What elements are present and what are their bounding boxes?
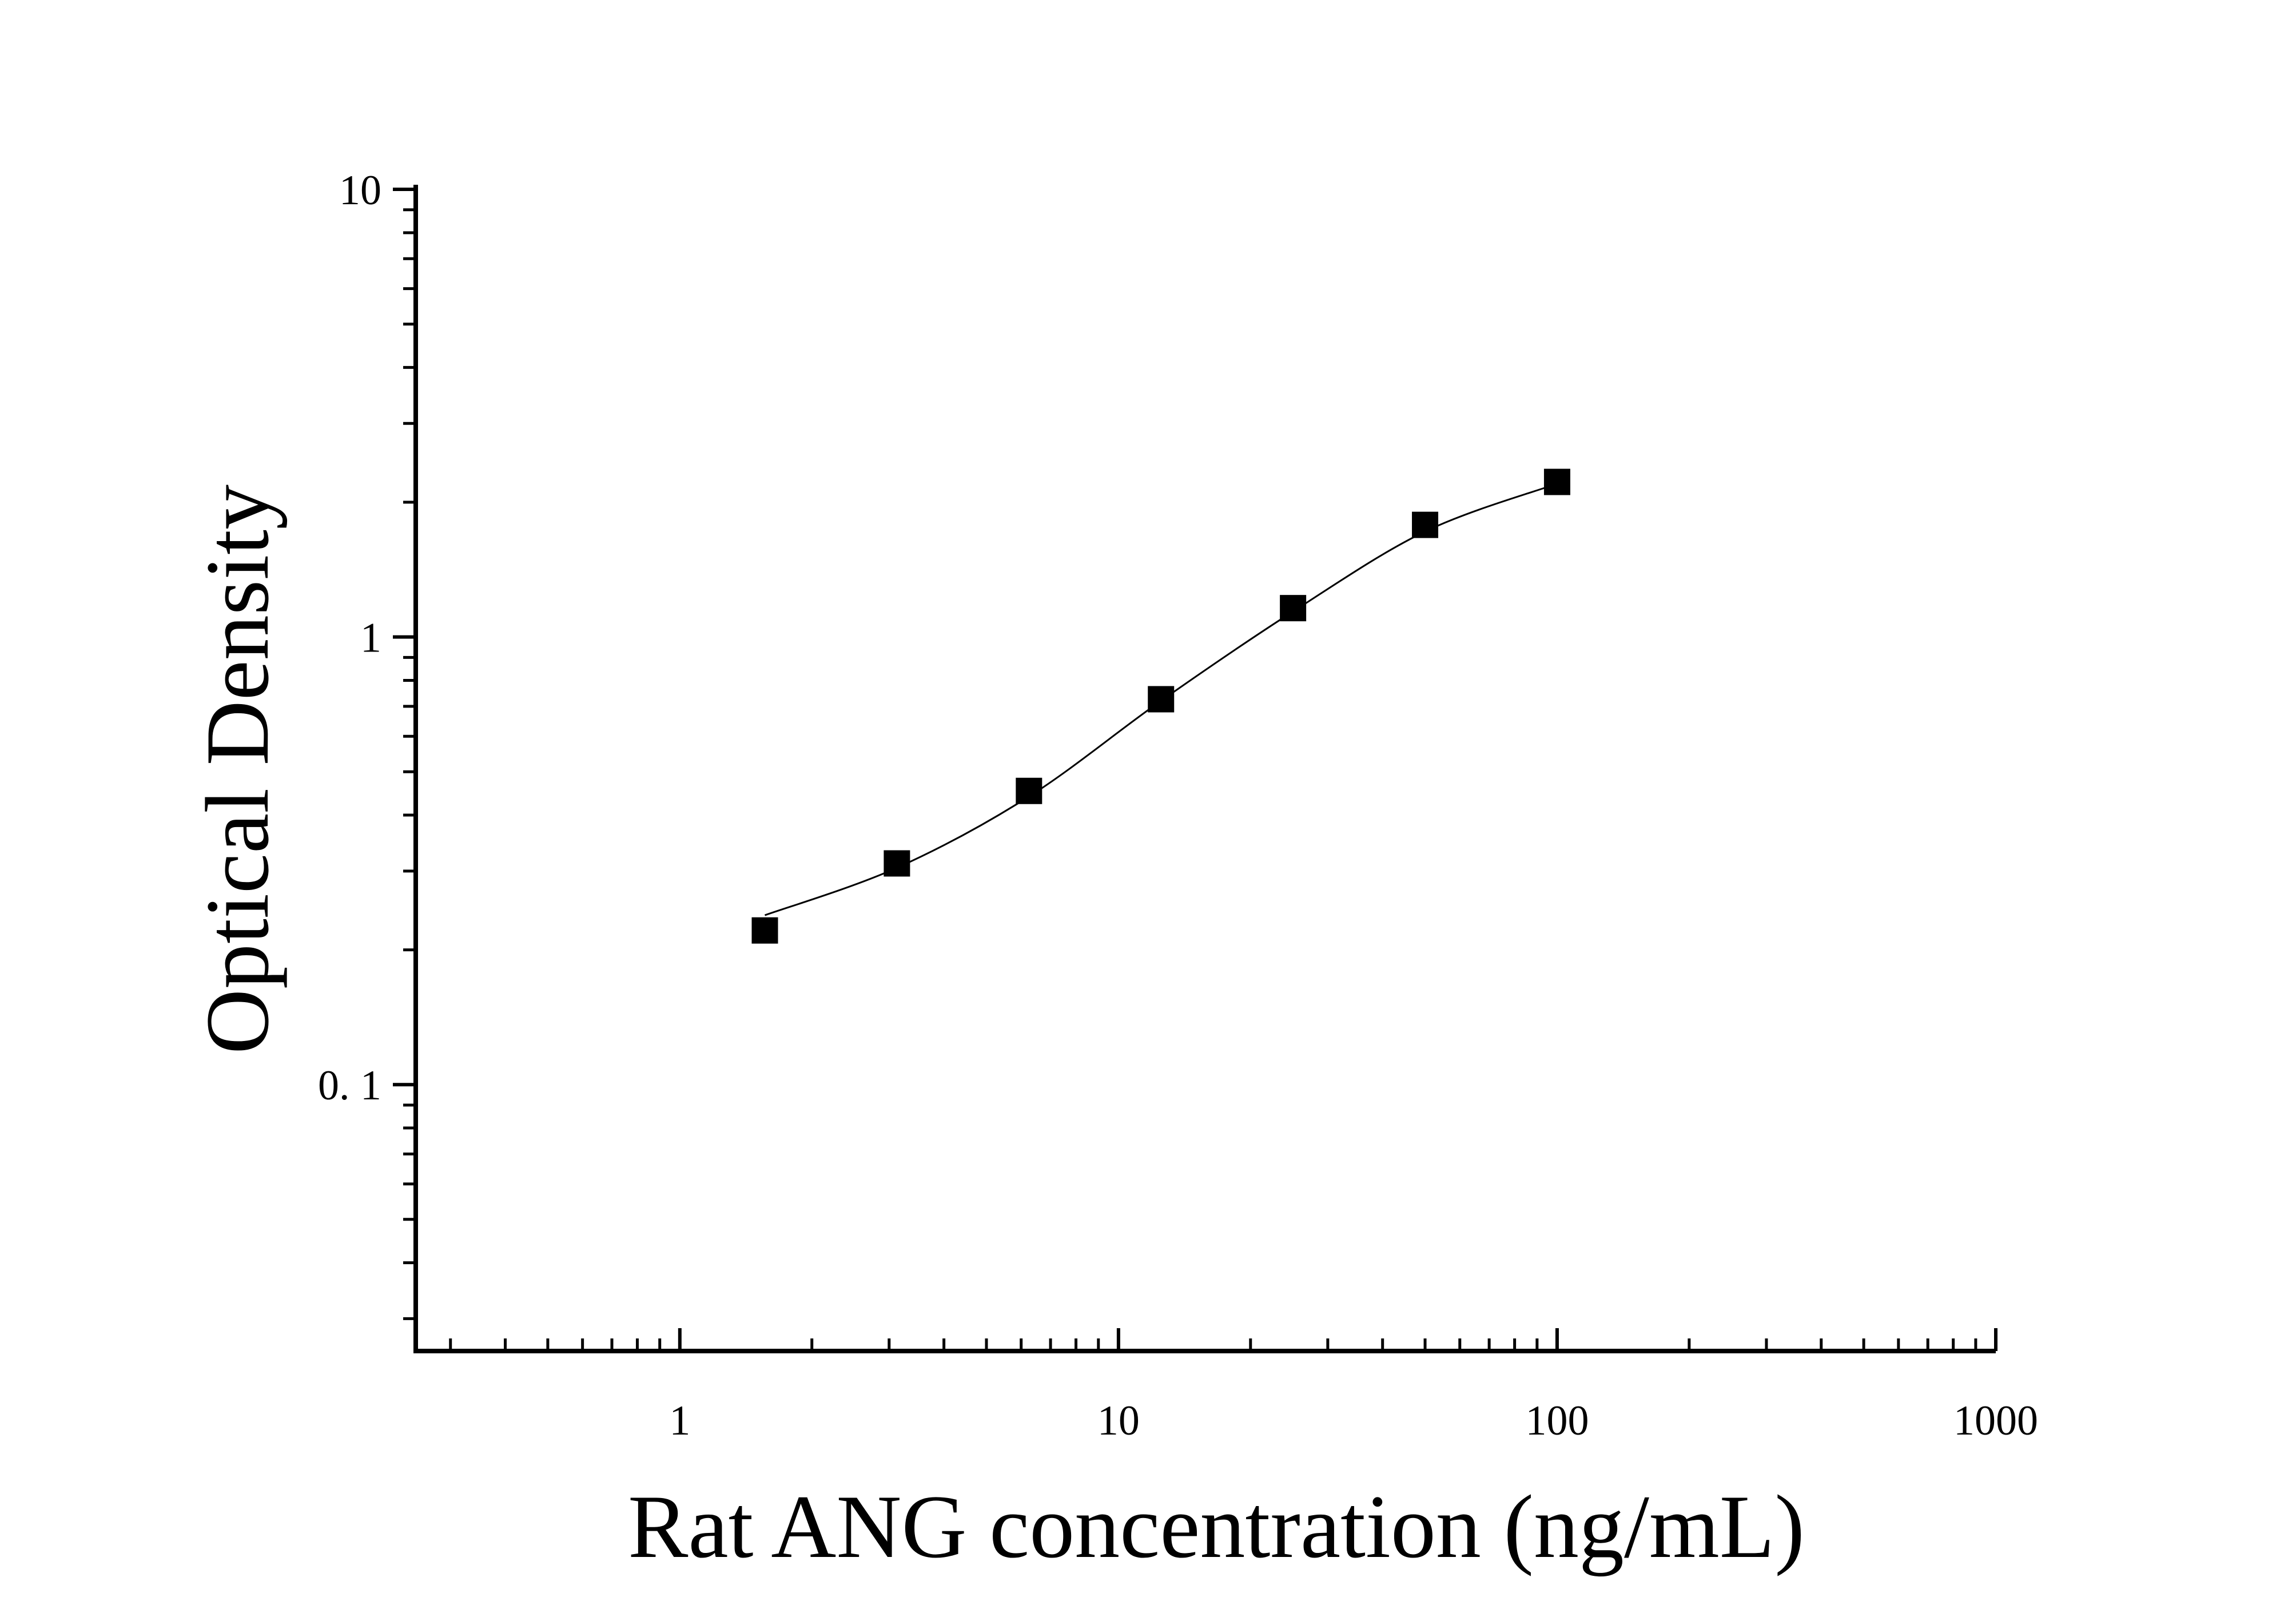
x-tick-label: 1000 [1953,1397,2038,1444]
data-point [1543,468,1570,495]
y-tick-label: 10 [339,167,381,214]
y-tick-label: 1 [360,615,381,662]
data-point [884,850,910,877]
data-point [1280,595,1307,622]
x-tick-label: 100 [1525,1397,1589,1444]
x-axis-title: Rat ANG concentration (ng/mL) [628,1477,1805,1577]
y-axis-title: Optical Density [188,484,288,1054]
data-point [1148,686,1175,713]
x-tick-label: 10 [1097,1397,1140,1444]
x-tick-label: 1 [669,1397,690,1444]
data-point [1412,511,1439,538]
data-point [751,917,778,944]
data-point [1016,777,1042,804]
y-tick-label: 0. 1 [318,1062,381,1109]
